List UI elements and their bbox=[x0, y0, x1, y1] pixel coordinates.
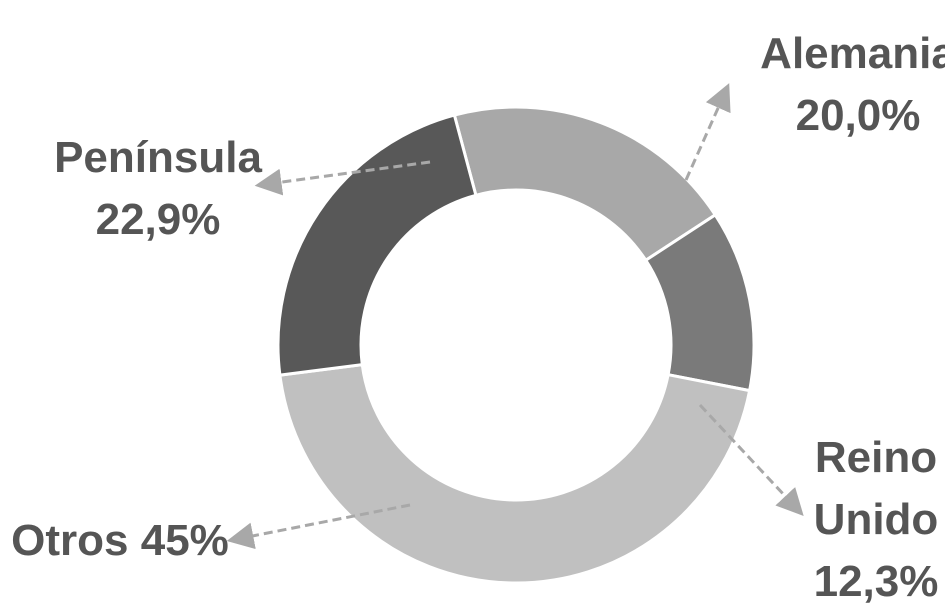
slice-label-line: 12,3% bbox=[814, 557, 939, 606]
slice-label: Alemania 20,0% bbox=[760, 29, 945, 140]
donut-slice-peninsula bbox=[276, 113, 478, 377]
slice-label-line: 22,9% bbox=[96, 195, 221, 244]
chart-labels: Alemania 20,0% Reino Unido 12,3% Otros 45% Pen… bbox=[11, 29, 945, 606]
leader-arrow bbox=[698, 403, 804, 516]
donut-slice-otros bbox=[278, 362, 752, 585]
leader-arrow bbox=[684, 83, 731, 181]
slice-label-line: Reino bbox=[815, 433, 937, 482]
leader-arrow bbox=[254, 160, 431, 196]
chart-slices bbox=[276, 105, 756, 585]
slice-label-line: Península bbox=[54, 133, 262, 182]
slice-label-line: 20,0% bbox=[796, 91, 921, 140]
slice-label-line: Otros 45% bbox=[11, 516, 229, 565]
slice-label: Otros 45% bbox=[11, 516, 229, 565]
donut-slice-alemania bbox=[452, 105, 718, 263]
chart-leader-lines bbox=[226, 83, 804, 550]
slice-label-line: Alemania bbox=[760, 29, 945, 78]
leader-arrow bbox=[226, 503, 411, 550]
slice-label-line: Unido bbox=[814, 495, 939, 544]
slice-label: Península 22,9% bbox=[54, 133, 262, 244]
slice-label: Reino Unido 12,3% bbox=[814, 433, 939, 606]
